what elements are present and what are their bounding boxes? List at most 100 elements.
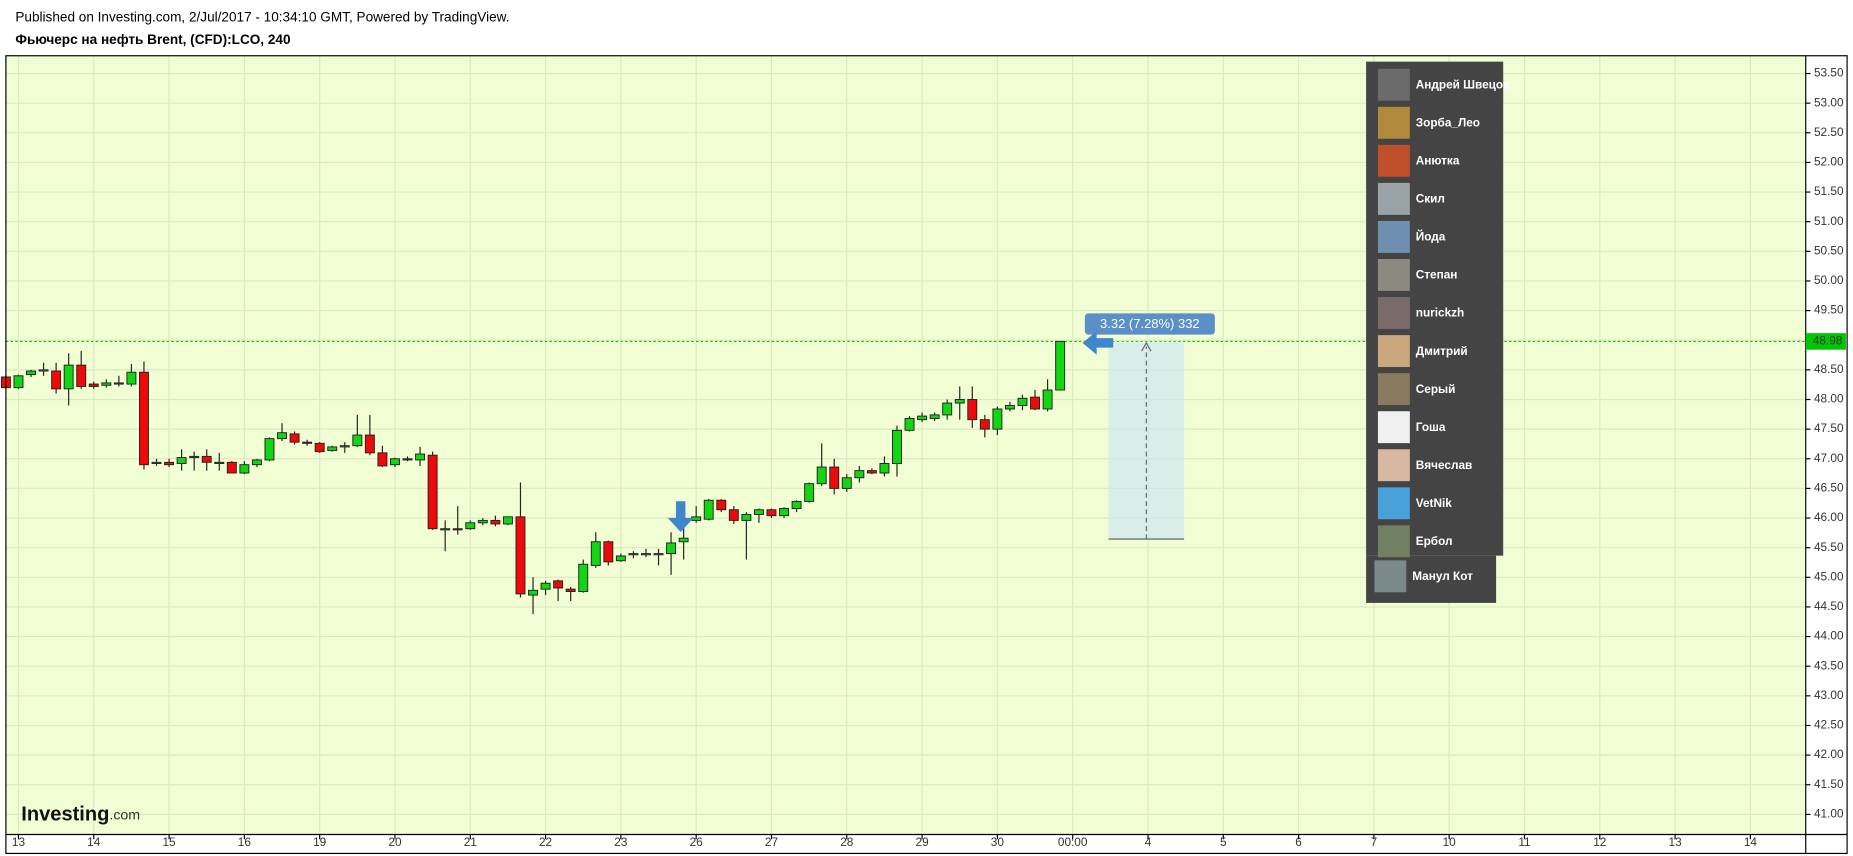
candle-body: [189, 455, 200, 459]
candle-body: [716, 499, 727, 511]
measure-arrowhead: [1141, 341, 1152, 352]
candle-body: [13, 375, 24, 389]
x-tick-label: 5: [1220, 835, 1227, 849]
y-tick-label: 50.00: [1814, 273, 1844, 287]
candle-body: [239, 464, 250, 474]
candle-body: [402, 458, 413, 461]
x-tick-label: 6: [1295, 835, 1302, 849]
candle-body: [615, 555, 626, 562]
candle-body: [666, 542, 677, 555]
candles: [0, 340, 1066, 615]
candle-body: [854, 470, 865, 479]
y-tick-label: 41.50: [1814, 777, 1844, 791]
candle-body: [879, 463, 890, 474]
candle-body: [38, 369, 49, 372]
candle-body: [741, 514, 752, 521]
down-arrow: [667, 501, 694, 532]
candle-body: [553, 580, 564, 589]
avatar: [1374, 560, 1407, 593]
y-tick-label: 42.00: [1814, 747, 1844, 761]
candle-body: [465, 522, 476, 530]
candle-body: [314, 442, 325, 453]
user-name: Манул Кот: [1412, 569, 1473, 583]
candle-body: [138, 371, 149, 466]
candle-body: [339, 445, 350, 448]
candle-body: [766, 509, 777, 517]
y-tick-label: 41.00: [1814, 806, 1844, 820]
candle-body: [1004, 404, 1015, 410]
y-tick-label: 43.00: [1814, 688, 1844, 702]
user-name: Зорба_Лео: [1416, 115, 1480, 129]
user-name: VetNik: [1416, 496, 1453, 510]
candle-body: [427, 454, 438, 530]
measure-label: 3.32 (7.28%) 332: [1100, 316, 1200, 331]
grid: [5, 55, 1806, 835]
avatar: [1377, 144, 1410, 177]
user-name: Анютка: [1416, 154, 1460, 168]
y-tick-label: 45.00: [1814, 569, 1844, 583]
candle-body: [892, 429, 902, 464]
y-tick-label: 50.50: [1814, 243, 1844, 257]
candle-body: [954, 399, 965, 404]
y-tick-label: 46.00: [1814, 510, 1844, 524]
candle-body: [390, 458, 400, 466]
candle-body: [1030, 396, 1040, 410]
y-tick-label: 51.00: [1814, 214, 1844, 228]
candle-body: [440, 528, 451, 531]
user-name: Дмитрий: [1416, 344, 1468, 358]
avatar: [1377, 297, 1410, 329]
candle-body: [691, 516, 702, 521]
candle-body: [113, 382, 124, 385]
candle-body: [791, 500, 802, 510]
candle-body: [502, 516, 513, 525]
frame: [5, 55, 1848, 855]
candle-body: [302, 441, 313, 444]
x-tick-label: 12: [1593, 835, 1606, 849]
x-tick-label: 23: [614, 835, 628, 849]
y-tick-label: 45.50: [1814, 540, 1844, 554]
candle-body: [590, 541, 601, 566]
measure-label-bg: [1084, 313, 1215, 335]
candle-body: [515, 516, 526, 595]
candle-body: [929, 414, 940, 419]
y-tick-label: 44.00: [1814, 629, 1844, 643]
candle-body: [264, 438, 275, 461]
x-tick-label: 4: [1145, 835, 1152, 849]
candle-body: [641, 553, 651, 556]
candle-body: [201, 455, 212, 463]
candle-body: [327, 446, 338, 451]
candle-body: [26, 370, 36, 376]
avatar: [1377, 373, 1410, 406]
y-tick-label: 43.50: [1814, 658, 1844, 672]
logo-brand: Investing: [21, 804, 109, 826]
candle-body: [289, 433, 300, 443]
x-tick-label: 27: [765, 835, 778, 849]
axes: 41.00 41.50 42.00 42.50 43.00 43.50 44.00 44.50…: [12, 66, 1846, 849]
avatar: [1377, 259, 1410, 291]
x-tick-label: 19: [313, 835, 326, 849]
user-name: Ербол: [1416, 534, 1453, 548]
user-name: Йода: [1416, 230, 1446, 244]
y-tick-label: 51.50: [1814, 184, 1844, 198]
candle-body: [528, 589, 538, 596]
candle-body: [578, 563, 589, 592]
x-tick-label: 26: [690, 835, 704, 849]
y-tick-label: 42.50: [1814, 718, 1844, 732]
candle-body: [126, 371, 137, 385]
candle-body: [477, 519, 488, 524]
candle-body: [277, 432, 287, 440]
x-tick-label: 20: [388, 835, 402, 849]
y-tick-label: 48.00: [1814, 392, 1844, 406]
candle-body: [151, 461, 162, 464]
x-tick-label: 00:00: [1058, 835, 1088, 849]
x-tick-label: 21: [464, 835, 477, 849]
candle-body: [352, 434, 363, 447]
x-tick-label: 14: [1744, 835, 1758, 849]
x-tick-label: 16: [238, 835, 252, 849]
measure-box: [1108, 341, 1185, 540]
candle-body: [176, 457, 187, 464]
last-price-label: 48.98: [1813, 334, 1843, 348]
avatar: [1377, 335, 1410, 368]
